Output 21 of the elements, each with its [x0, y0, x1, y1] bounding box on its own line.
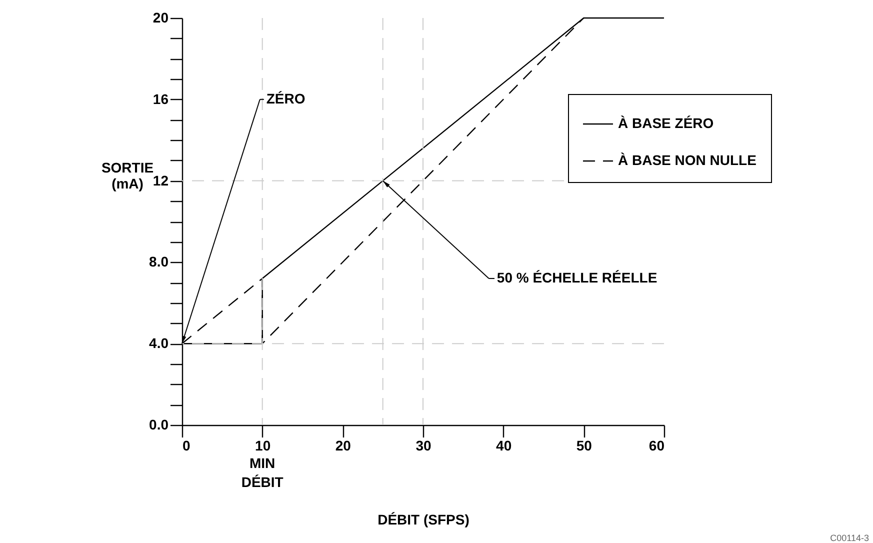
text: MIN DÉBIT	[241, 455, 284, 490]
text: C00114-3	[830, 533, 869, 543]
x-tick-label: 0	[182, 438, 190, 454]
x-tick-label: 20	[335, 438, 352, 454]
legend-label: À BASE NON NULLE	[618, 152, 756, 168]
y-tick-label: 16	[152, 90, 169, 107]
x-tick-label: 50	[576, 438, 592, 454]
y-tick-label: 12	[152, 172, 169, 188]
annotation: 50 % ÉCHELLE RÉELLE	[496, 269, 658, 286]
y-tick-label: 4.0	[149, 335, 169, 352]
x-axis-title: DÉBIT (SFPS)	[378, 512, 470, 528]
y-axis-title: SORTIE (mA)	[101, 160, 154, 192]
annotation: ZÉRO	[266, 90, 306, 106]
x-tick-label: 40	[496, 438, 512, 454]
y-tick-label: 0.0	[149, 416, 169, 432]
x-tick-label: 10	[255, 438, 271, 454]
x-tick-label: 60	[648, 438, 665, 454]
legend-label: À BASE ZÉRO	[618, 115, 714, 131]
y-tick-label: 20	[152, 10, 169, 26]
x-tick-label: 30	[416, 438, 432, 454]
y-tick-label: 8.0	[149, 254, 169, 270]
